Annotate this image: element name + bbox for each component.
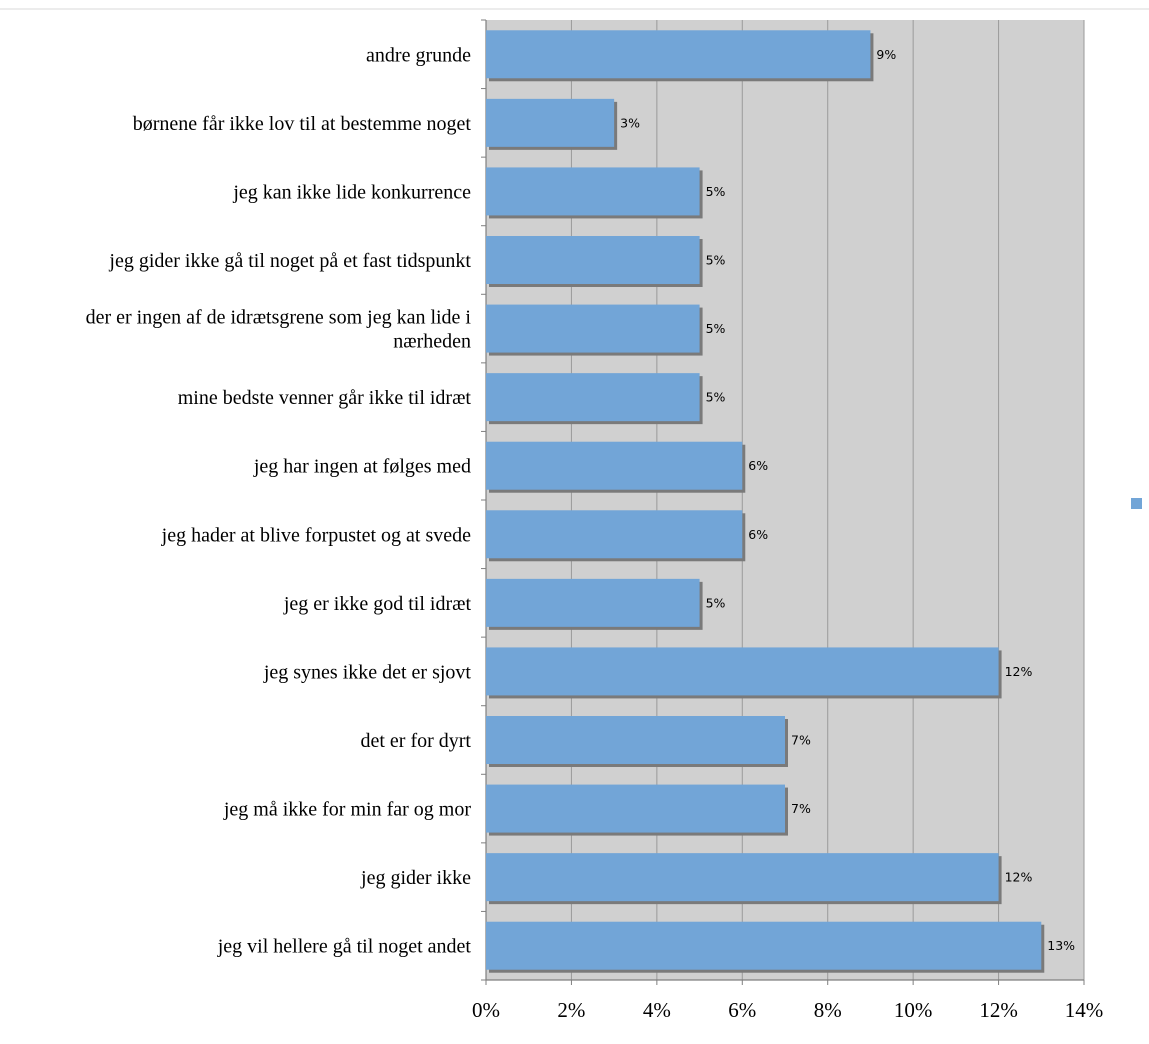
data-label: 12% — [1005, 664, 1033, 679]
bar — [486, 578, 700, 627]
x-tick-label: 12% — [979, 998, 1018, 1022]
bar — [486, 853, 999, 902]
bar — [486, 647, 999, 696]
category-label: jeg hader at blive forpustet og at svede — [161, 524, 471, 546]
data-label: 13% — [1047, 938, 1075, 953]
data-label: 7% — [791, 733, 811, 748]
bar — [486, 167, 700, 216]
category-label: nærheden — [393, 331, 471, 353]
bar — [486, 716, 785, 764]
category-label: jeg vil hellere gå til noget andet — [217, 936, 472, 958]
x-tick-label: 4% — [643, 998, 671, 1022]
bar — [486, 304, 700, 353]
bar — [486, 510, 743, 559]
bar — [486, 921, 1042, 970]
bar — [486, 236, 700, 284]
category-label: mine bedste venner går ikke til idræt — [178, 387, 472, 409]
data-label: 5% — [706, 184, 726, 199]
category-label: jeg er ikke god til idræt — [283, 593, 472, 615]
category-label: børnene får ikke lov til at bestemme nog… — [133, 113, 472, 135]
bar — [486, 441, 743, 490]
data-label: 5% — [706, 253, 726, 268]
bar — [486, 98, 615, 147]
data-label: 12% — [1005, 870, 1033, 885]
category-label: jeg må ikke for min far og mor — [223, 799, 471, 821]
data-label: 5% — [706, 390, 726, 405]
x-tick-label: 0% — [472, 998, 500, 1022]
category-label: jeg synes ikke det er sjovt — [263, 661, 472, 683]
category-label: der er ingen af de idrætsgrene som jeg k… — [86, 307, 472, 329]
bar — [486, 784, 785, 833]
category-label: det er for dyrt — [360, 730, 471, 752]
x-tick-label: 6% — [728, 998, 756, 1022]
data-label: 7% — [791, 801, 811, 816]
category-label: andre grunde — [366, 44, 471, 66]
x-tick-label: 8% — [814, 998, 842, 1022]
data-label: 6% — [748, 527, 768, 542]
category-label: jeg kan ikke lide konkurrence — [232, 181, 471, 203]
data-label: 9% — [876, 47, 896, 62]
category-label: jeg gider ikke gå til noget på et fast t… — [108, 250, 471, 272]
data-label: 3% — [620, 115, 640, 130]
plot-area — [486, 20, 1084, 980]
bar — [486, 30, 871, 79]
bar — [486, 373, 700, 422]
data-label: 5% — [706, 595, 726, 610]
x-tick-label: 10% — [894, 998, 933, 1022]
legend-marker — [1131, 498, 1142, 509]
data-label: 5% — [706, 321, 726, 336]
data-label: 6% — [748, 458, 768, 473]
x-tick-label: 14% — [1065, 998, 1104, 1022]
category-label: jeg har ingen at følges med — [253, 456, 471, 478]
x-tick-label: 2% — [557, 998, 585, 1022]
category-label: jeg gider ikke — [360, 867, 471, 889]
